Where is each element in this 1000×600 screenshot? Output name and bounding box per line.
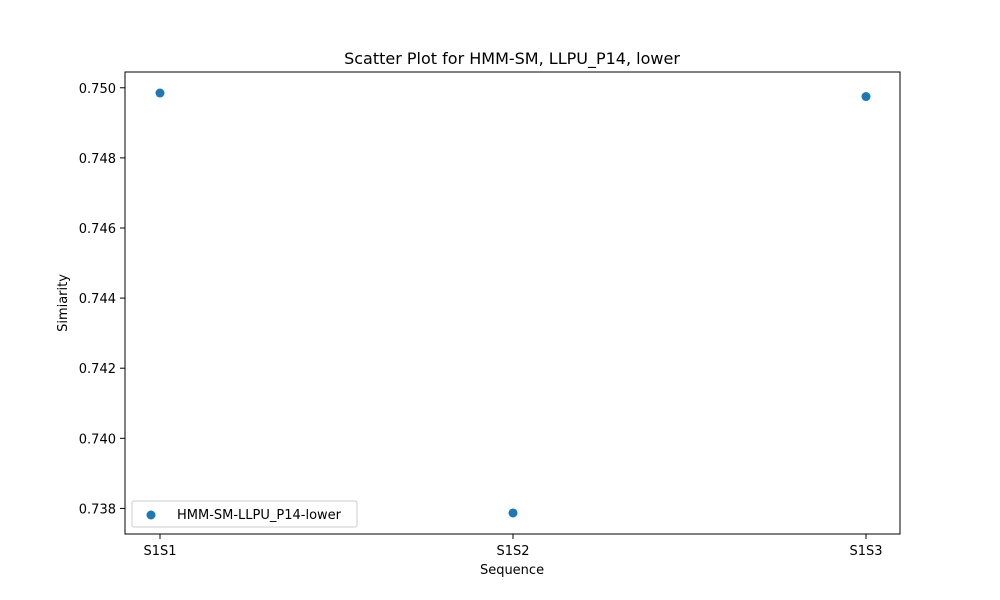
- y-axis: 0.738 0.740 0.742 0.744 0.746 0.748 0.750: [79, 82, 125, 517]
- legend: HMM-SM-LLPU_P14-lower: [131, 500, 358, 528]
- x-tick-label: S1S3: [849, 544, 882, 559]
- data-point-s1s2: [508, 508, 518, 518]
- y-axis-label: Simiarity: [56, 274, 71, 332]
- legend-box: [131, 500, 358, 528]
- y-tick-label: 0.744: [79, 292, 116, 307]
- y-tick-label: 0.746: [79, 222, 116, 237]
- x-axis-label: Sequence: [480, 563, 544, 578]
- y-tick-label: 0.742: [79, 362, 116, 377]
- y-tick-label: 0.748: [79, 152, 116, 167]
- data-points: [155, 88, 871, 518]
- chart-title: Scatter Plot for HMM-SM, LLPU_P14, lower: [344, 49, 680, 69]
- data-point-s1s1: [155, 88, 165, 98]
- data-point-s1s3: [861, 92, 871, 102]
- y-tick-label: 0.738: [79, 502, 116, 517]
- legend-marker: [146, 510, 156, 520]
- x-axis: S1S1 S1S2 S1S3: [143, 534, 883, 559]
- y-tick-label: 0.750: [79, 82, 116, 97]
- x-tick-label: S1S2: [496, 544, 529, 559]
- plot-area: [124, 71, 901, 535]
- y-tick-label: 0.740: [79, 432, 116, 447]
- legend-label: HMM-SM-LLPU_P14-lower: [177, 508, 342, 523]
- x-tick-label: S1S1: [143, 544, 176, 559]
